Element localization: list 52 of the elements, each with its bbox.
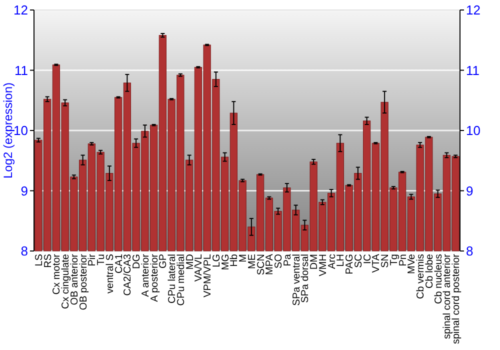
x-tick-label: VMH [318,254,329,276]
x-tick-label: VPM/VPL [202,254,214,298]
y-tick-label: 9 [20,183,28,198]
x-tick-label: LH [336,254,347,267]
x-tick-label: PAG [344,254,356,274]
y-axis-title: Log2 (expression) [1,82,15,179]
x-tick-label: Cb lobe [424,254,436,288]
y-tick-label: 10 [14,123,28,138]
x-tick-label: IC [362,254,374,264]
x-tick-label: A anterior [140,253,152,297]
x-tick-label: VTA [371,254,382,273]
x-tick-label: CA2/CA3 [122,254,134,296]
x-tick-label: spinal cord anterior [442,253,454,340]
x-tick-label: Pa [282,254,294,266]
x-tick-label: MVe [406,254,418,274]
x-tick-label: RS [42,254,54,268]
x-tick-label: A posterior [149,253,160,302]
x-tick-label: SPa dorsal [300,254,312,303]
y-tick-label: 11 [14,62,28,78]
y2-tick-label: 12 [466,2,480,18]
x-tick-label: LS [34,254,45,266]
x-tick-label: Tu [96,254,108,266]
y-tick-label: 12 [14,2,28,18]
y2-tick-label: 11 [466,62,480,78]
x-tick-label: Hb [229,254,240,267]
x-tick-label: LG [211,254,222,268]
x-tick-label: SC [353,254,364,268]
x-tick-label: MPA [264,254,276,275]
y2-tick-label: 9 [466,183,474,198]
x-tick-label: SCN [256,254,267,276]
x-tick-label: CPu medial [176,254,187,306]
x-tick-label: GP [158,254,170,268]
x-tick-label: spinal cord posterior [451,253,462,344]
x-tick-label: Pn [398,254,409,266]
x-tick-label: Arc [326,254,338,269]
x-tick-label: DM [309,254,320,270]
x-tick-label: DG [132,254,143,269]
x-tick-label: Cx cingulate [60,254,72,310]
x-tick-label: OB posterior [78,253,90,310]
x-tick-label: OB anterior [69,253,80,306]
x-tick-label: SO [274,254,285,268]
y2-tick-label: 8 [466,244,474,259]
y-tick-label: 8 [20,244,28,259]
x-tick-label: CA1 [114,254,125,274]
x-tick-label: SN [380,254,392,268]
y2-tick-label: 10 [466,123,480,138]
x-tick-label: M [238,254,250,262]
x-tick-label: ventral S [104,254,116,294]
x-tick-label: Pir [87,253,98,266]
x-tick-label: Cb nucleus [433,254,444,304]
x-tick-label: Tg [388,254,400,266]
x-tick-label: ME [246,254,258,269]
